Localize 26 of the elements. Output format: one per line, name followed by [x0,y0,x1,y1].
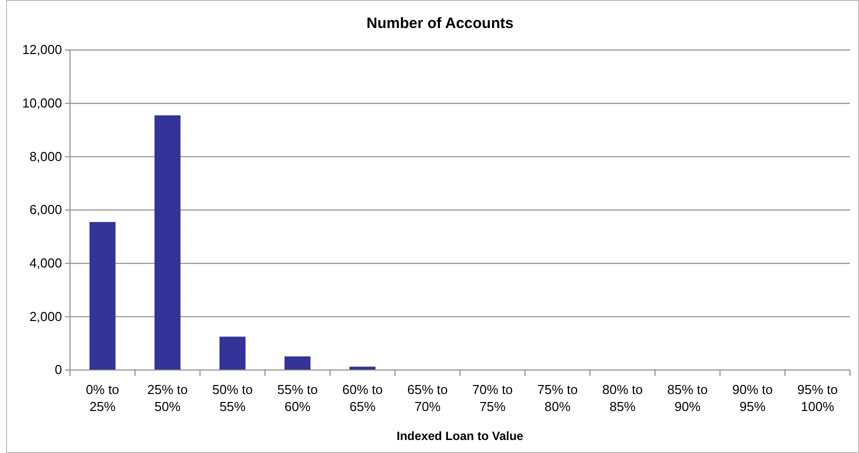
chart-title: Number of Accounts [366,15,514,32]
x-tick-label: 55% to 60% [277,382,318,414]
x-tick-label: 95% to 100% [797,382,838,414]
bar [90,222,116,370]
bar [154,115,180,370]
x-tick-label: 80% to 85% [602,382,643,414]
x-tick-label: 85% to 90% [667,382,708,414]
y-tick-label: 4,000 [29,255,62,270]
bar [220,336,246,370]
x-tick-label: 60% to 65% [342,382,383,414]
y-tick-label: 12,000 [22,42,62,58]
x-axis-title: Indexed Loan to Value [396,429,524,443]
x-tick-label: 50% to 55% [212,382,253,414]
x-tick-label: 90% to 95% [732,382,773,414]
y-tick-label: 0 [54,362,62,378]
x-tick-label: 65% to 70% [407,382,448,414]
x-tick-label: 75% to 80% [537,382,578,414]
x-tick-label: 25% to 50% [147,382,188,414]
x-tick-label: 0% to 25% [86,382,120,414]
y-tick-label: 2,000 [29,308,62,324]
bar [350,366,376,370]
bar [284,356,310,370]
y-tick-label: 8,000 [29,148,62,164]
y-tick-label: 10,000 [22,95,62,110]
x-tick-label: 70% to 75% [472,382,513,414]
y-tick-label: 6,000 [29,202,62,218]
